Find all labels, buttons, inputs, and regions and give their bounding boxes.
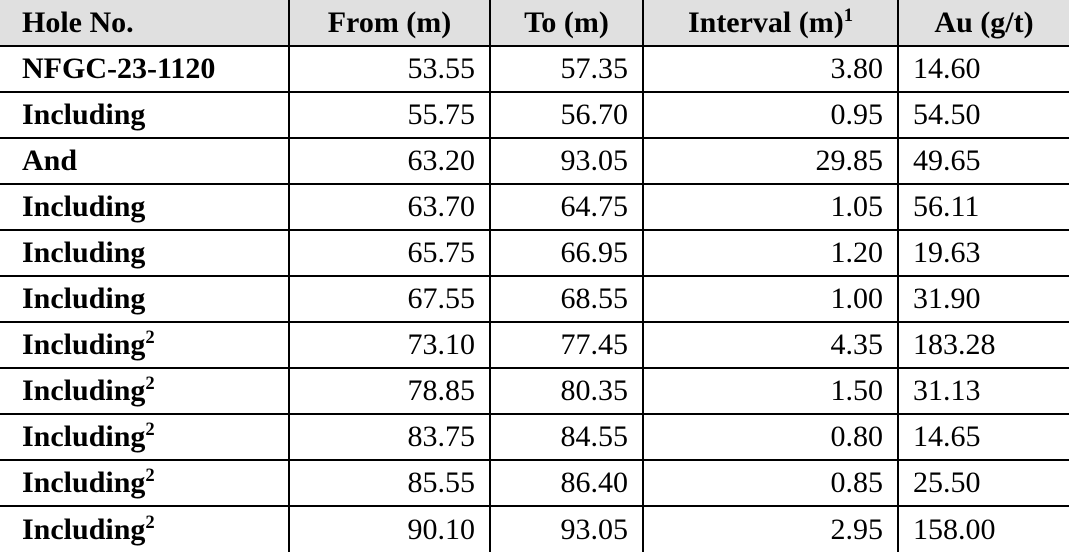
cell-from: 53.55 [289, 45, 491, 92]
column-header-from: From (m) [289, 0, 491, 47]
cell-to: 77.45 [490, 321, 644, 368]
cell-au: 19.63 [898, 229, 1069, 276]
column-header-to: To (m) [490, 0, 644, 47]
table-row: Including 55.75 56.70 0.95 54.50 [0, 91, 1069, 138]
cell-to: 84.55 [490, 413, 644, 460]
cell-hole-no-label: And [22, 144, 78, 177]
cell-interval: 3.80 [643, 45, 899, 92]
cell-from: 85.55 [289, 459, 491, 506]
cell-interval: 1.05 [643, 183, 899, 230]
cell-interval: 1.20 [643, 229, 899, 276]
cell-hole-no-label: Including [22, 190, 146, 223]
cell-hole-no-label: Including [22, 374, 146, 407]
table-row: NFGC-23-1120 53.55 57.35 3.80 14.60 [0, 45, 1069, 92]
cell-hole-no-label: NFGC-23-1120 [22, 52, 216, 85]
header-row: Hole No. From (m) To (m) Interval (m)1 A… [0, 0, 1069, 47]
cell-hole-no-label: Including [22, 236, 146, 269]
cell-to: 66.95 [490, 229, 644, 276]
cell-interval: 1.50 [643, 367, 899, 414]
cell-hole-no: Including [0, 229, 290, 276]
cell-au: 49.65 [898, 137, 1069, 184]
cell-from: 65.75 [289, 229, 491, 276]
column-header-interval-label: Interval (m) [687, 5, 844, 39]
cell-interval: 29.85 [643, 137, 899, 184]
cell-au: 158.00 [898, 505, 1069, 552]
cell-hole-no-footnote-marker: 2 [145, 465, 155, 486]
cell-hole-no-footnote-marker: 2 [145, 327, 155, 348]
cell-hole-no-label: Including [22, 282, 146, 315]
cell-to: 68.55 [490, 275, 644, 322]
cell-hole-no-footnote-marker: 2 [145, 419, 155, 440]
cell-hole-no: Including2 [0, 459, 290, 506]
cell-from: 78.85 [289, 367, 491, 414]
cell-au: 56.11 [898, 183, 1069, 230]
cell-from: 90.10 [289, 505, 491, 552]
cell-hole-no-label: Including [22, 420, 146, 453]
cell-au: 14.65 [898, 413, 1069, 460]
cell-to: 86.40 [490, 459, 644, 506]
column-header-interval-footnote-marker: 1 [843, 4, 854, 26]
cell-hole-no: NFGC-23-1120 [0, 45, 290, 92]
table-row: Including2 90.10 93.05 2.95 158.00 [0, 505, 1069, 552]
cell-hole-no-label: Including [22, 98, 146, 131]
cell-interval: 2.95 [643, 505, 899, 552]
column-header-hole-no-label: Hole No. [22, 5, 134, 39]
cell-interval: 0.85 [643, 459, 899, 506]
cell-hole-no: Including2 [0, 321, 290, 368]
table-row: Including2 85.55 86.40 0.85 25.50 [0, 459, 1069, 506]
cell-hole-no: And [0, 137, 290, 184]
cell-interval: 0.95 [643, 91, 899, 138]
cell-hole-no: Including [0, 275, 290, 322]
column-header-from-label: From (m) [327, 5, 452, 39]
cell-to: 80.35 [490, 367, 644, 414]
column-header-au-label: Au (g/t) [934, 5, 1034, 39]
cell-au: 183.28 [898, 321, 1069, 368]
cell-hole-no: Including2 [0, 413, 290, 460]
cell-from: 67.55 [289, 275, 491, 322]
cell-hole-no-label: Including [22, 466, 146, 499]
table-header: Hole No. From (m) To (m) Interval (m)1 A… [0, 0, 1069, 47]
column-header-interval: Interval (m)1 [643, 0, 899, 47]
cell-from: 63.20 [289, 137, 491, 184]
table-row: Including 67.55 68.55 1.00 31.90 [0, 275, 1069, 322]
cell-interval: 0.80 [643, 413, 899, 460]
cell-hole-no-label: Including [22, 328, 146, 361]
cell-interval: 4.35 [643, 321, 899, 368]
cell-to: 57.35 [490, 45, 644, 92]
cell-au: 54.50 [898, 91, 1069, 138]
cell-to: 93.05 [490, 505, 644, 552]
cell-interval: 1.00 [643, 275, 899, 322]
cell-hole-no: Including [0, 183, 290, 230]
cell-from: 55.75 [289, 91, 491, 138]
cell-hole-no-label: Including [22, 512, 146, 546]
table-body: NFGC-23-1120 53.55 57.35 3.80 14.60 Including… [0, 45, 1069, 552]
cell-au: 31.90 [898, 275, 1069, 322]
cell-to: 93.05 [490, 137, 644, 184]
table-row: Including2 73.10 77.45 4.35 183.28 [0, 321, 1069, 368]
column-header-hole-no: Hole No. [0, 0, 290, 47]
table-row: Including 65.75 66.95 1.20 19.63 [0, 229, 1069, 276]
cell-hole-no-footnote-marker: 2 [145, 373, 155, 394]
cell-au: 31.13 [898, 367, 1069, 414]
table-row: And 63.20 93.05 29.85 49.65 [0, 137, 1069, 184]
cell-to: 56.70 [490, 91, 644, 138]
cell-hole-no-footnote-marker: 2 [145, 511, 155, 533]
table-row: Including 63.70 64.75 1.05 56.11 [0, 183, 1069, 230]
cell-to: 64.75 [490, 183, 644, 230]
table-row: Including2 83.75 84.55 0.80 14.65 [0, 413, 1069, 460]
cell-from: 73.10 [289, 321, 491, 368]
column-header-au: Au (g/t) [898, 0, 1069, 47]
cell-hole-no: Including [0, 91, 290, 138]
table-row: Including2 78.85 80.35 1.50 31.13 [0, 367, 1069, 414]
cell-hole-no: Including2 [0, 367, 290, 414]
cell-from: 63.70 [289, 183, 491, 230]
cell-au: 25.50 [898, 459, 1069, 506]
cell-hole-no: Including2 [0, 505, 290, 552]
column-header-to-label: To (m) [524, 5, 609, 39]
cell-from: 83.75 [289, 413, 491, 460]
cell-au: 14.60 [898, 45, 1069, 92]
